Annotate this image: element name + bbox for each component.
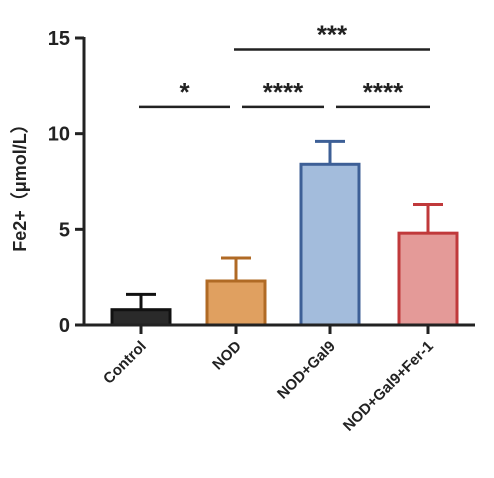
- sig-label-0: *: [179, 77, 190, 107]
- y-axis: 0 5 10 15 Fe2+（μmol/L）: [10, 28, 86, 337]
- x-tick-label-0: Control: [100, 338, 150, 388]
- y-axis-label: Fe2+（μmol/L）: [10, 115, 30, 252]
- sig-label-1: ****: [263, 77, 304, 107]
- bars: [110, 139, 459, 327]
- bar-3: [397, 231, 459, 327]
- x-axis: Control NOD NOD+Gal9 NOD+Gal9+Fer-1: [83, 323, 475, 435]
- x-tick-label-2: NOD+Gal9: [274, 338, 339, 403]
- sig-label-2: ****: [363, 77, 404, 107]
- y-tick-label-15: 15: [48, 28, 70, 50]
- bar-1: [205, 279, 267, 327]
- y-tick-label-10: 10: [48, 124, 70, 146]
- y-tick-label-5: 5: [59, 219, 70, 241]
- x-tick-label-1: NOD: [209, 338, 245, 374]
- sig-label-3: ***: [317, 19, 348, 49]
- x-tick-label-3: NOD+Gal9+Fer-1: [340, 338, 437, 435]
- y-tick-label-0: 0: [59, 315, 70, 337]
- significance-brackets: * **** *******: [139, 19, 430, 109]
- bar-0: [110, 308, 172, 327]
- bar-2: [299, 162, 361, 327]
